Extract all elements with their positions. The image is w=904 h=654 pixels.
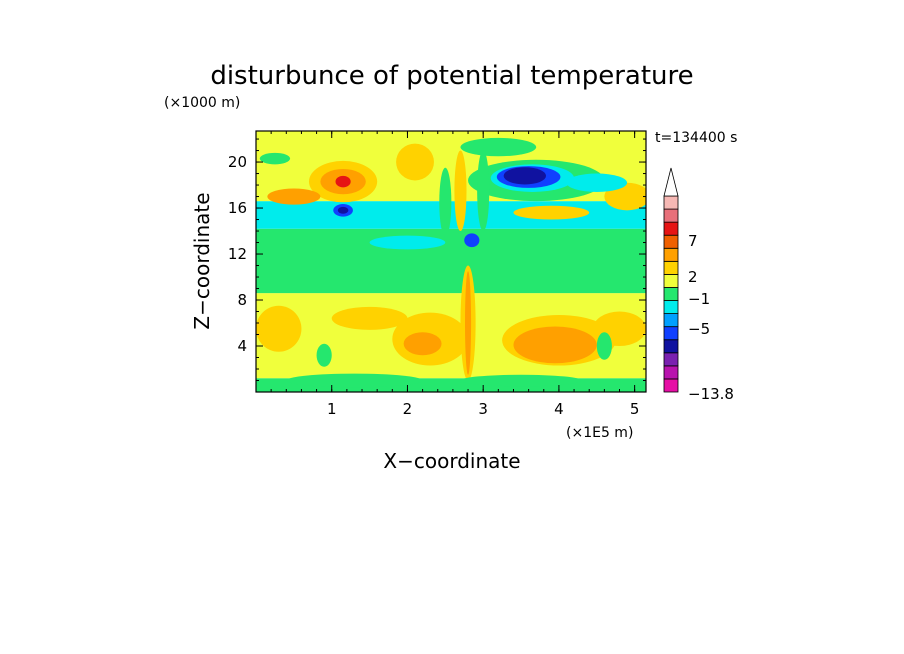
x-tick-label: 4 <box>554 400 564 418</box>
colorbar-level-2 <box>663 352 679 367</box>
contour-blob-30 <box>316 343 332 367</box>
colorbar-label: −5 <box>688 320 710 338</box>
colorbar-level-6 <box>663 300 679 314</box>
contour-blob-12 <box>503 167 547 185</box>
contour-blob-23 <box>256 305 302 352</box>
colorbar-label: 2 <box>688 268 698 286</box>
time-label: t=134400 s <box>655 130 737 146</box>
x-tick-label: 3 <box>478 400 488 418</box>
colorbar-level-10 <box>663 247 679 262</box>
contour-blob-33 <box>439 167 452 237</box>
y-axis-label: Z−coordinate <box>190 192 214 329</box>
contour-blob-28 <box>460 374 582 387</box>
contour-blob-26 <box>465 271 472 375</box>
colorbar-level-4 <box>663 326 679 341</box>
contour-blob-27 <box>286 373 423 388</box>
contour-blob-8 <box>460 137 537 157</box>
contour-blob-7 <box>396 143 434 181</box>
colorbar-label: −13.8 <box>688 385 734 403</box>
colorbar-label: 7 <box>688 232 698 250</box>
colorbar-labels: 7 2 −1 −5 −13.8 <box>688 232 734 403</box>
contour-blob-21 <box>403 332 442 356</box>
contour-blob-5 <box>337 206 349 214</box>
colorbar-label: −1 <box>688 290 710 308</box>
colorbar-extend-arrow <box>663 167 679 197</box>
x-tick-label: 1 <box>327 400 337 418</box>
colorbar-level-14 <box>663 195 679 210</box>
x-tick-label: 2 <box>403 400 413 418</box>
contour-blob-32 <box>477 150 490 232</box>
colorbar-level-1 <box>663 365 679 380</box>
contour-blob-16 <box>566 173 628 192</box>
contour-blob-29 <box>596 332 612 360</box>
colorbar-level-5 <box>663 313 679 328</box>
plot-frame <box>255 130 647 393</box>
colorbar-level-0 <box>663 378 679 393</box>
contour-blob-13 <box>513 205 590 220</box>
x-unit-label: (×1E5 m) <box>566 425 633 441</box>
contour-blob-2 <box>335 175 351 188</box>
colorbar-level-3 <box>663 339 679 354</box>
y-tick-label: 12 <box>228 245 247 263</box>
layer-band-2 <box>256 228 646 294</box>
contour-blob-31 <box>454 150 467 232</box>
x-axis-label: X−coordinate <box>383 449 520 473</box>
colorbar-level-7 <box>663 287 679 301</box>
y-tick-label: 8 <box>237 291 247 309</box>
y-tick-label: 16 <box>228 199 247 217</box>
contour-blob-19 <box>513 326 597 364</box>
chart-title: disturbunce of potential temperature <box>210 61 693 91</box>
y-unit-label: (×1000 m) <box>164 95 240 111</box>
contour-blob-17 <box>369 235 446 250</box>
colorbar-level-9 <box>663 260 679 275</box>
contour-blob-22 <box>331 306 408 330</box>
y-tick-label: 4 <box>237 337 247 355</box>
contour-blob-15 <box>464 233 480 248</box>
x-tick-label: 5 <box>630 400 640 418</box>
contour-blob-6 <box>259 152 291 165</box>
colorbar-level-12 <box>663 221 679 236</box>
colorbar-level-8 <box>663 273 679 288</box>
y-tick-label: 20 <box>228 153 247 171</box>
contour-blob-3 <box>267 188 321 205</box>
colorbar <box>663 167 679 393</box>
colorbar-level-13 <box>663 208 679 223</box>
colorbar-level-11 <box>663 234 679 249</box>
contour-field <box>256 131 646 392</box>
